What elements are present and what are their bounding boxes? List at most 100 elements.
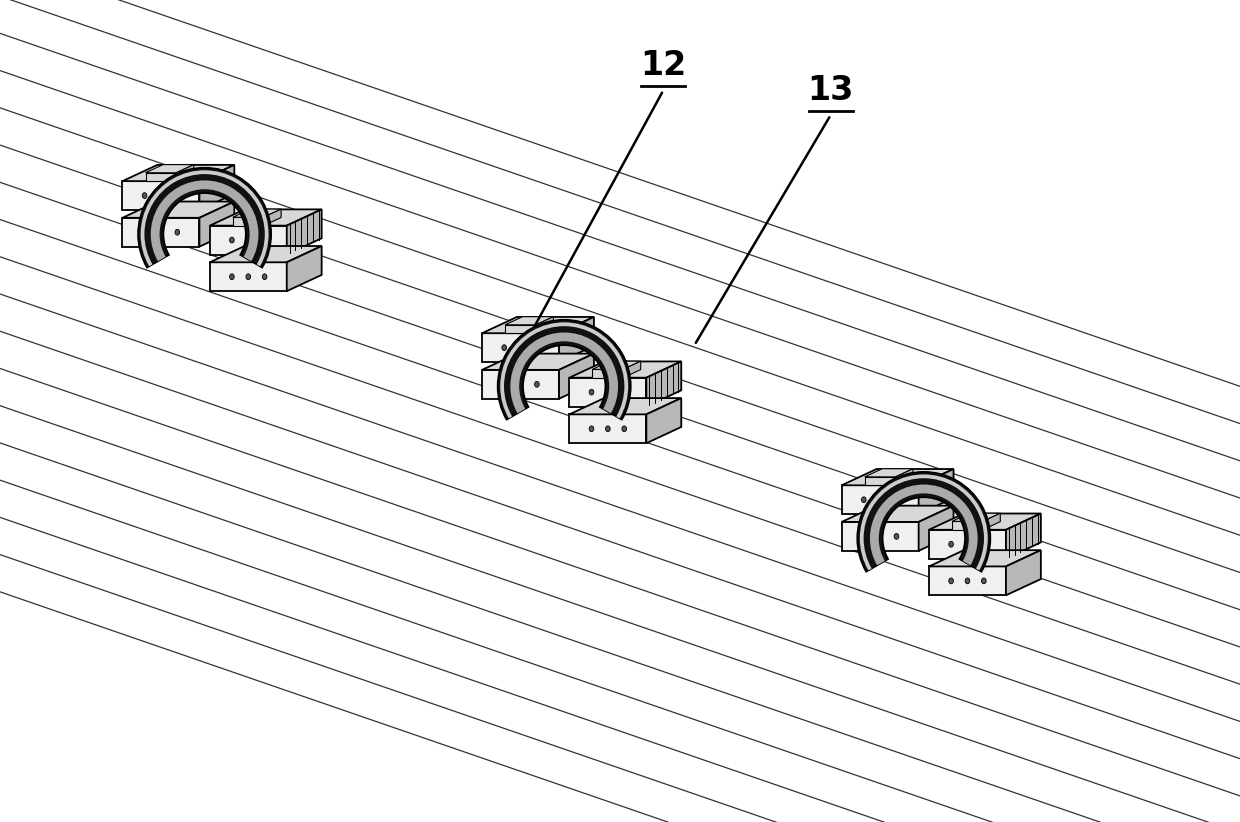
Polygon shape	[842, 485, 919, 515]
Ellipse shape	[143, 229, 146, 235]
Ellipse shape	[605, 426, 610, 432]
Polygon shape	[559, 353, 594, 399]
Polygon shape	[646, 362, 681, 407]
Polygon shape	[569, 398, 681, 414]
Polygon shape	[1006, 514, 1040, 559]
Ellipse shape	[518, 344, 523, 350]
Wedge shape	[500, 322, 629, 418]
Polygon shape	[569, 362, 681, 378]
Ellipse shape	[589, 426, 594, 432]
Ellipse shape	[263, 238, 267, 243]
Polygon shape	[210, 210, 321, 226]
Ellipse shape	[229, 238, 234, 243]
Ellipse shape	[982, 542, 986, 547]
Polygon shape	[482, 370, 559, 399]
Polygon shape	[646, 398, 681, 443]
Ellipse shape	[949, 578, 954, 584]
Polygon shape	[286, 210, 321, 255]
Ellipse shape	[175, 229, 180, 235]
Polygon shape	[264, 209, 281, 226]
Ellipse shape	[502, 381, 506, 387]
Polygon shape	[210, 262, 286, 291]
Ellipse shape	[518, 381, 523, 387]
Polygon shape	[210, 246, 321, 262]
Wedge shape	[511, 332, 618, 413]
Polygon shape	[929, 566, 1006, 595]
Ellipse shape	[949, 542, 954, 547]
Ellipse shape	[965, 578, 970, 584]
Ellipse shape	[246, 274, 250, 279]
Ellipse shape	[143, 192, 146, 198]
Text: 13: 13	[807, 74, 854, 107]
Ellipse shape	[534, 381, 539, 387]
Polygon shape	[952, 513, 1001, 521]
Polygon shape	[593, 369, 624, 378]
Wedge shape	[140, 170, 269, 266]
Polygon shape	[482, 333, 559, 363]
Polygon shape	[1006, 550, 1040, 595]
Polygon shape	[569, 378, 646, 407]
Polygon shape	[286, 246, 321, 291]
Text: 12: 12	[640, 49, 687, 82]
Wedge shape	[859, 474, 988, 570]
Ellipse shape	[159, 229, 164, 235]
Polygon shape	[624, 361, 641, 378]
Polygon shape	[569, 414, 646, 443]
Polygon shape	[482, 353, 594, 370]
Polygon shape	[145, 173, 176, 181]
Polygon shape	[482, 317, 594, 333]
Polygon shape	[123, 165, 234, 181]
Polygon shape	[919, 506, 954, 551]
Polygon shape	[123, 181, 200, 210]
Ellipse shape	[246, 238, 250, 243]
Polygon shape	[864, 477, 895, 485]
Wedge shape	[870, 484, 977, 566]
Ellipse shape	[622, 426, 626, 432]
Polygon shape	[145, 164, 193, 173]
Polygon shape	[176, 164, 193, 181]
Ellipse shape	[229, 274, 234, 279]
Ellipse shape	[159, 192, 164, 198]
Polygon shape	[864, 469, 913, 477]
Ellipse shape	[605, 390, 610, 395]
Ellipse shape	[622, 390, 626, 395]
Ellipse shape	[862, 533, 866, 539]
Ellipse shape	[894, 533, 899, 539]
Polygon shape	[123, 201, 234, 218]
Polygon shape	[919, 469, 954, 515]
Ellipse shape	[502, 344, 506, 350]
Ellipse shape	[894, 496, 899, 502]
Polygon shape	[233, 209, 281, 217]
Ellipse shape	[862, 496, 866, 502]
Polygon shape	[559, 317, 594, 363]
Polygon shape	[200, 201, 234, 247]
Polygon shape	[842, 506, 954, 522]
Wedge shape	[138, 168, 272, 267]
Polygon shape	[929, 530, 1006, 559]
Ellipse shape	[263, 274, 267, 279]
Polygon shape	[123, 218, 200, 247]
Ellipse shape	[878, 533, 883, 539]
Polygon shape	[233, 217, 264, 226]
Polygon shape	[593, 361, 641, 369]
Polygon shape	[983, 513, 1001, 530]
Ellipse shape	[965, 542, 970, 547]
Ellipse shape	[878, 496, 883, 502]
Polygon shape	[536, 316, 553, 333]
Polygon shape	[210, 226, 286, 255]
Polygon shape	[895, 469, 913, 485]
Polygon shape	[952, 521, 983, 530]
Ellipse shape	[534, 344, 539, 350]
Ellipse shape	[175, 192, 180, 198]
Polygon shape	[929, 514, 1040, 530]
Wedge shape	[497, 320, 631, 419]
Ellipse shape	[589, 390, 594, 395]
Ellipse shape	[982, 578, 986, 584]
Wedge shape	[151, 180, 258, 261]
Polygon shape	[505, 316, 553, 325]
Polygon shape	[505, 325, 536, 333]
Polygon shape	[200, 165, 234, 210]
Wedge shape	[857, 472, 991, 571]
Polygon shape	[929, 550, 1040, 566]
Polygon shape	[842, 469, 954, 485]
